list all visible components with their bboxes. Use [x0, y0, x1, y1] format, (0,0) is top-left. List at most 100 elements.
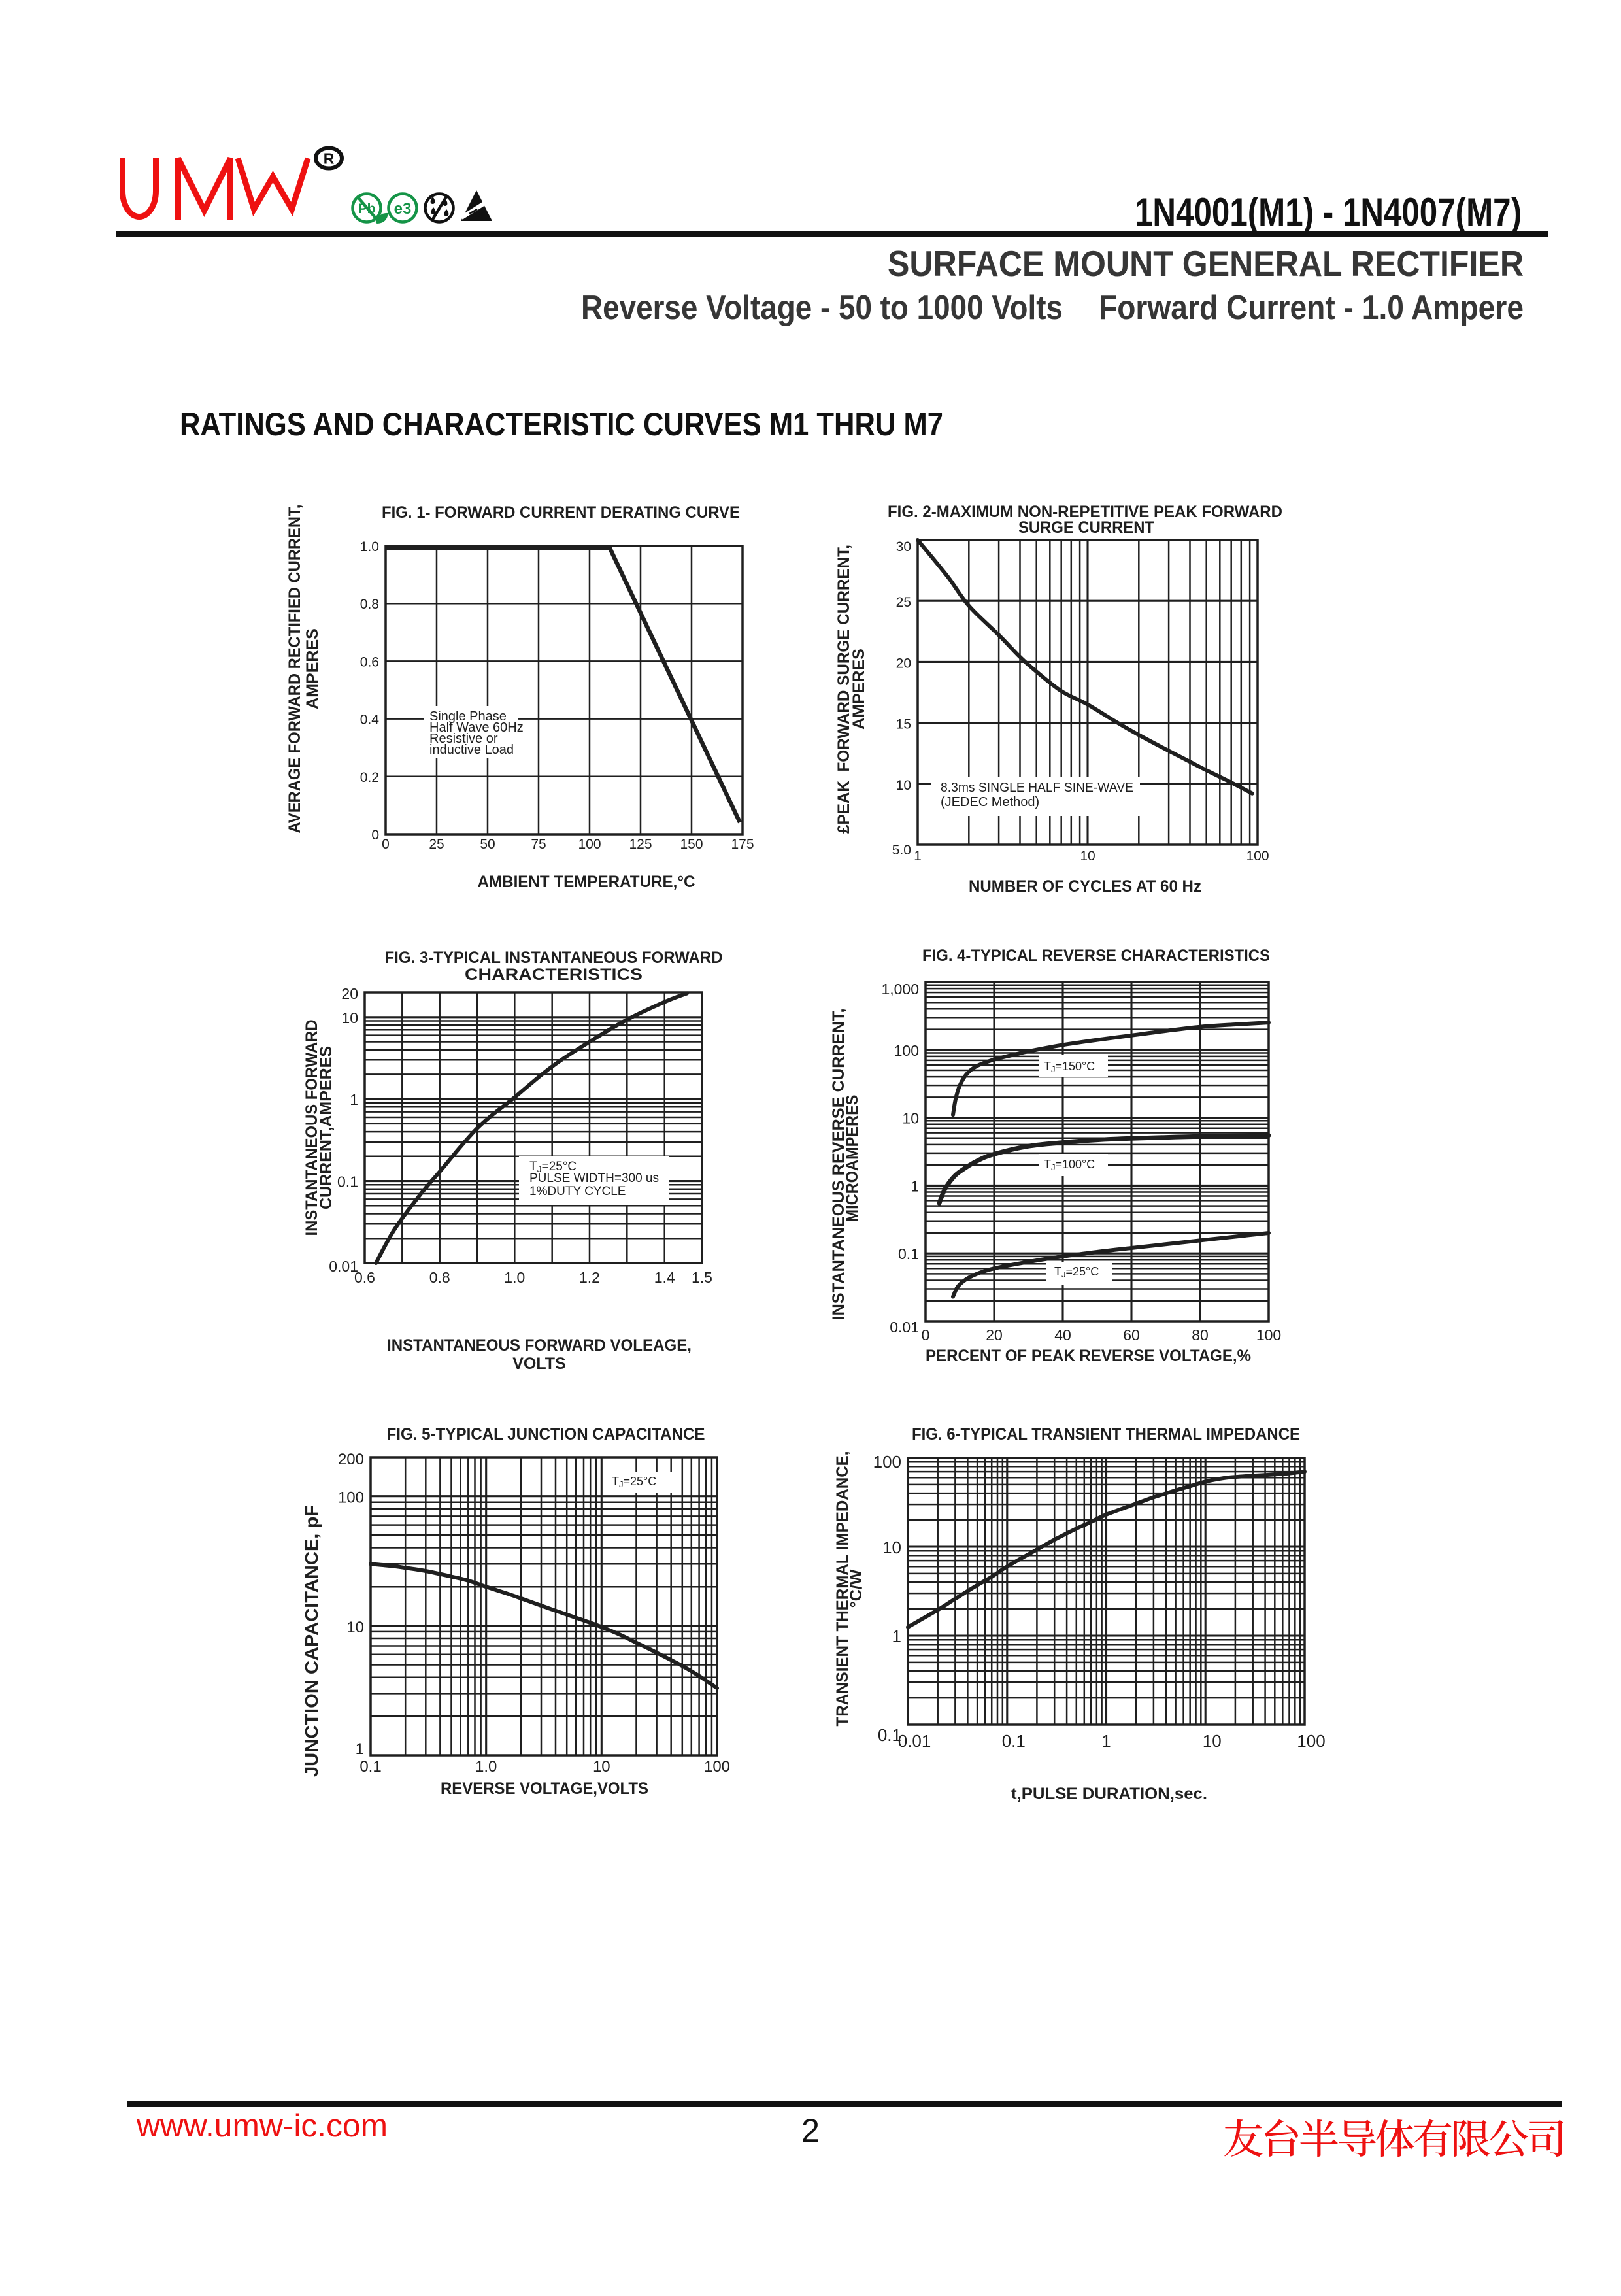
- svg-text:SURGE CURRENT: SURGE CURRENT: [1018, 518, 1154, 537]
- svg-text:20: 20: [896, 656, 911, 671]
- svg-text:1.0: 1.0: [475, 1758, 497, 1776]
- svg-text:MICROAMPERES: MICROAMPERES: [843, 1095, 861, 1223]
- svg-text:PULSE WIDTH=300 us: PULSE WIDTH=300 us: [529, 1172, 659, 1185]
- svg-text:SURFACE MOUNT GENERAL RECTIFIE: SURFACE MOUNT GENERAL RECTIFIER: [888, 243, 1524, 284]
- svg-text:TRANSIENT THERMAL IMPEDANCE,: TRANSIENT THERMAL IMPEDANCE,: [833, 1451, 852, 1727]
- svg-text:0.1: 0.1: [1002, 1731, 1026, 1751]
- svg-text:AMBIENT TEMPERATURE,°C: AMBIENT TEMPERATURE,°C: [478, 873, 695, 891]
- svg-text:Single Phase: Single Phase: [429, 709, 507, 724]
- svg-text:1.0: 1.0: [504, 1269, 525, 1286]
- svg-text:INSTANTANEOUS FORWARD: INSTANTANEOUS FORWARD: [303, 1020, 321, 1236]
- svg-text:CHARACTERISTICS: CHARACTERISTICS: [465, 966, 643, 984]
- svg-text:1: 1: [911, 1177, 919, 1194]
- svg-text:100: 100: [873, 1452, 901, 1472]
- svg-text:1: 1: [892, 1627, 901, 1646]
- svg-text:25: 25: [896, 595, 911, 610]
- svg-text:0.4: 0.4: [360, 713, 380, 728]
- svg-text:0.01: 0.01: [329, 1258, 358, 1275]
- svg-text:10: 10: [896, 778, 911, 793]
- svg-text:t,PULSE DURATION,sec.: t,PULSE DURATION,sec.: [1011, 1785, 1207, 1803]
- svg-text:0.1: 0.1: [359, 1758, 381, 1776]
- svg-text:(JEDEC Method): (JEDEC Method): [941, 795, 1039, 809]
- svg-text:10: 10: [346, 1619, 364, 1636]
- svg-text:20: 20: [341, 985, 358, 1002]
- svg-text:JUNCTION CAPACITANCE, pF: JUNCTION CAPACITANCE, pF: [301, 1505, 322, 1777]
- svg-text:TJ=25°C: TJ=25°C: [612, 1475, 656, 1489]
- svg-text:200: 200: [338, 1451, 364, 1468]
- svg-text:Forward Current - 1.0 Ampere: Forward Current - 1.0 Ampere: [1099, 289, 1524, 327]
- svg-text:0.1: 0.1: [878, 1725, 901, 1745]
- svg-text:inductive Load: inductive Load: [429, 743, 514, 757]
- svg-text:NUMBER OF CYCLES AT 60 Hz: NUMBER OF CYCLES AT 60 Hz: [969, 877, 1201, 896]
- svg-text:0.01: 0.01: [898, 1731, 931, 1751]
- svg-text:TJ=25°C: TJ=25°C: [1054, 1265, 1099, 1279]
- svg-text:AVERAGE FORWARD RECTIFIED CURR: AVERAGE FORWARD RECTIFIED CURRENT,: [286, 505, 304, 834]
- svg-text:INSTANTANEOUS FORWARD VOLEAGE,: INSTANTANEOUS FORWARD VOLEAGE,: [387, 1336, 692, 1355]
- svg-text:25: 25: [429, 837, 444, 852]
- svg-text:0.1: 0.1: [898, 1245, 919, 1262]
- svg-text:FIG. 3-TYPICAL INSTANTANEOUS F: FIG. 3-TYPICAL INSTANTANEOUS FORWARD: [385, 949, 723, 967]
- svg-text:2: 2: [801, 2112, 820, 2149]
- svg-text:75: 75: [531, 837, 546, 852]
- svg-text:R: R: [324, 150, 335, 167]
- svg-text:1: 1: [914, 849, 922, 864]
- svg-text:80: 80: [1192, 1326, 1209, 1343]
- svg-text:0.6: 0.6: [360, 654, 379, 669]
- svg-text:0: 0: [382, 837, 390, 852]
- svg-text:1%DUTY CYCLE: 1%DUTY CYCLE: [529, 1185, 626, 1198]
- svg-text:REVERSE VOLTAGE,VOLTS: REVERSE VOLTAGE,VOLTS: [441, 1780, 648, 1798]
- svg-text:Half Wave 60Hz: Half Wave 60Hz: [429, 720, 524, 735]
- svg-text:RATINGS AND CHARACTERISTIC CUR: RATINGS AND CHARACTERISTIC CURVES M1 THR…: [180, 406, 943, 443]
- svg-text:FIG. 5-TYPICAL JUNCTION CAPACI: FIG. 5-TYPICAL JUNCTION CAPACITANCE: [387, 1425, 705, 1443]
- svg-text:0.8: 0.8: [429, 1269, 450, 1286]
- svg-text:8.3ms SINGLE HALF SINE-WAVE: 8.3ms SINGLE HALF SINE-WAVE: [941, 781, 1133, 795]
- svg-text:PERCENT OF PEAK REVERSE VOLTAG: PERCENT OF PEAK REVERSE VOLTAGE,%: [926, 1347, 1251, 1365]
- svg-text:100: 100: [578, 837, 601, 852]
- svg-text:TJ=150°C: TJ=150°C: [1044, 1060, 1095, 1074]
- svg-text:£PEAK FORWARD SURGE CURRENT,: £PEAK FORWARD SURGE CURRENT,: [835, 545, 853, 834]
- svg-text:10: 10: [1080, 849, 1095, 864]
- svg-text:TJ=25°C: TJ=25°C: [529, 1160, 577, 1174]
- svg-text:100: 100: [1256, 1326, 1281, 1343]
- svg-text:0.2: 0.2: [360, 770, 379, 785]
- svg-text:10: 10: [1203, 1731, 1222, 1751]
- svg-text:TJ=100°C: TJ=100°C: [1044, 1158, 1095, 1172]
- svg-text:0.6: 0.6: [354, 1269, 375, 1286]
- svg-text:50: 50: [480, 837, 495, 852]
- svg-text:100: 100: [1246, 849, 1269, 864]
- svg-text:Resistive or: Resistive or: [429, 732, 498, 746]
- svg-text:100: 100: [704, 1758, 730, 1776]
- svg-text:60: 60: [1123, 1326, 1140, 1343]
- svg-text:10: 10: [902, 1110, 919, 1127]
- svg-text:0: 0: [922, 1326, 930, 1343]
- svg-text:www.umw-ic.com: www.umw-ic.com: [136, 2108, 388, 2144]
- svg-text:°C/W: °C/W: [847, 1569, 865, 1608]
- svg-text:1: 1: [1101, 1731, 1111, 1751]
- svg-text:CURRENT,AMPERES: CURRENT,AMPERES: [317, 1046, 335, 1209]
- svg-text:FIG. 6-TYPICAL TRANSIENT THERM: FIG. 6-TYPICAL TRANSIENT THERMAL IMPEDAN…: [912, 1425, 1300, 1443]
- svg-text:0.8: 0.8: [360, 597, 379, 612]
- svg-text:1N4001(M1) - 1N4007(M7): 1N4001(M1) - 1N4007(M7): [1135, 190, 1522, 234]
- svg-text:1.5: 1.5: [692, 1269, 712, 1286]
- svg-text:10: 10: [882, 1538, 901, 1557]
- svg-text:FIG. 2-MAXIMUM NON-REPETITIVE: FIG. 2-MAXIMUM NON-REPETITIVE PEAK FORWA…: [888, 503, 1282, 521]
- svg-text:10: 10: [593, 1758, 610, 1776]
- svg-text:15: 15: [896, 717, 911, 732]
- svg-text:100: 100: [338, 1489, 364, 1507]
- svg-text:175: 175: [731, 837, 754, 852]
- svg-text:125: 125: [629, 837, 652, 852]
- svg-text:1.0: 1.0: [360, 539, 379, 554]
- svg-text:150: 150: [680, 837, 703, 852]
- svg-text:1.2: 1.2: [579, 1269, 600, 1286]
- svg-text:5.0: 5.0: [892, 843, 911, 858]
- svg-text:Reverse Voltage - 50 to 1000 V: Reverse Voltage - 50 to 1000 Volts: [581, 289, 1063, 327]
- svg-text:0.01: 0.01: [890, 1319, 919, 1336]
- svg-text:AMPERES: AMPERES: [303, 628, 322, 709]
- svg-text:100: 100: [894, 1042, 919, 1059]
- svg-text:FIG. 1- FORWARD CURRENT DERATI: FIG. 1- FORWARD CURRENT DERATING CURVE: [382, 503, 740, 522]
- svg-text:40: 40: [1054, 1326, 1071, 1343]
- svg-text:0: 0: [371, 828, 379, 843]
- svg-text:1: 1: [350, 1091, 358, 1108]
- svg-text:30: 30: [896, 539, 911, 554]
- svg-text:e3: e3: [394, 200, 412, 218]
